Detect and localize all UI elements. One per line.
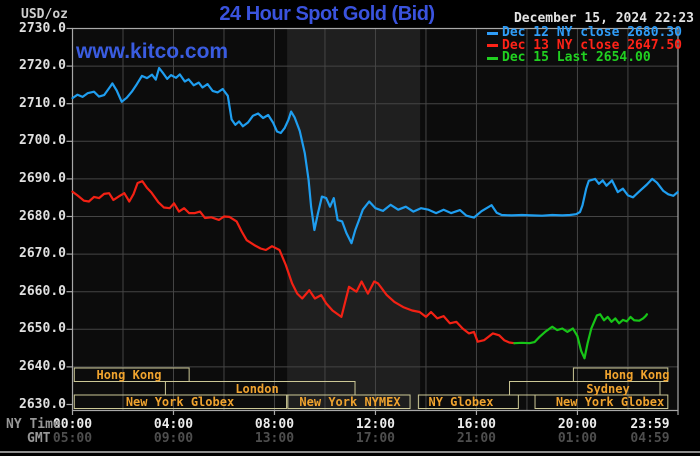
legend-line-swatch <box>487 44 498 48</box>
x-tick-ny-23:59: 23:59 <box>630 417 670 432</box>
legend-line-swatch <box>487 31 498 35</box>
ny-time-axis-label: NY Time <box>6 417 61 432</box>
price-line <box>513 313 649 360</box>
session-box <box>417 394 519 409</box>
legend-item: Dec 13 NY close 2647.50 <box>487 37 683 53</box>
chart-datetime: December 15, 2024 22:23 <box>513 11 694 26</box>
y-tick-label: 2700.0 <box>19 133 66 149</box>
y-tick-label: 2730.0 <box>19 20 66 36</box>
session-box <box>572 367 669 382</box>
session-label: Hong Kong <box>96 368 162 383</box>
x-tick-ny-12:00: 12:00 <box>355 417 396 432</box>
y-tick-label: 2660.0 <box>19 283 66 299</box>
session-label: Hong Kong <box>604 368 670 383</box>
kitco-watermark: www.kitco.com <box>76 40 229 63</box>
y-tick-label: 2720.0 <box>19 58 66 74</box>
session-box <box>73 367 190 382</box>
gmt-axis-label: GMT <box>27 431 51 446</box>
legend-item: Dec 12 NY close 2680.30 <box>487 25 683 41</box>
y-tick-label: 2690.0 <box>19 170 66 186</box>
session-label: Sydney <box>586 381 630 396</box>
y-tick-label: 2650.0 <box>19 321 66 337</box>
y-tick-label: 2640.0 <box>19 358 66 374</box>
chart-title: 24 Hour Spot Gold (Bid) <box>219 3 435 25</box>
x-tick-gmt-21:00: 21:00 <box>456 431 496 446</box>
price-line <box>71 66 679 245</box>
session-box <box>73 394 288 409</box>
session-label: New York Globex <box>555 395 665 410</box>
y-tick-label: 2670.0 <box>19 246 66 262</box>
x-tick-ny-20:00: 20:00 <box>557 417 597 432</box>
legend-item: Dec 15 Last 2654.00 <box>487 50 682 66</box>
legend-label: Dec 12 NY close 2680.30 <box>502 25 683 41</box>
x-tick-gmt-01:00: 01:00 <box>557 431 597 446</box>
x-tick-gmt-17:00: 17:00 <box>355 431 396 446</box>
nymex-session-band <box>287 28 421 411</box>
x-tick-gmt-04:59: 04:59 <box>630 431 670 446</box>
y-tick-label: 2710.0 <box>19 95 66 111</box>
x-tick-gmt-09:00: 09:00 <box>153 431 194 446</box>
legend-label: Dec 15 Last 2654.00 <box>502 50 651 66</box>
session-box <box>287 394 411 409</box>
session-label: New York NYMEX <box>299 395 401 410</box>
session-label: NY Globex <box>428 395 494 410</box>
session-label: London <box>235 381 279 396</box>
chart-legend: Dec 12 NY close 2680.30 Dec 13 NY close 2… <box>487 25 683 66</box>
x-tick-ny-16:00: 16:00 <box>456 417 496 432</box>
x-tick-ny-08:00: 08:00 <box>254 417 295 432</box>
x-tick-gmt-05:00: 05:00 <box>52 431 93 446</box>
legend-label: Dec 13 NY close 2647.50 <box>502 37 683 53</box>
legend-line-swatch <box>487 56 498 60</box>
x-tick-gmt-13:00: 13:00 <box>254 431 295 446</box>
unit-label: USD/oz <box>21 7 68 22</box>
session-label: New York Globex <box>125 395 235 410</box>
y-tick-label: 2680.0 <box>19 208 66 224</box>
y-tick-label: 2630.0 <box>19 396 66 412</box>
price-line <box>71 180 516 345</box>
bottom-border-line <box>0 451 700 453</box>
x-tick-ny-00:00: 00:00 <box>52 417 93 432</box>
x-tick-ny-04:00: 04:00 <box>153 417 194 432</box>
